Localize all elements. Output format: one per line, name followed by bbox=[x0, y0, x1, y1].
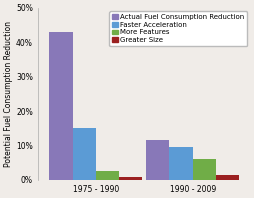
Bar bbox=[192, 159, 215, 180]
Bar bbox=[215, 175, 238, 180]
Bar bbox=[72, 128, 96, 180]
Bar bbox=[119, 177, 142, 180]
Bar bbox=[96, 171, 119, 180]
Bar bbox=[49, 32, 72, 180]
Bar bbox=[169, 147, 192, 180]
Bar bbox=[146, 140, 169, 180]
Y-axis label: Potential Fuel Consumption Reduction: Potential Fuel Consumption Reduction bbox=[4, 21, 13, 167]
Legend: Actual Fuel Consumption Reduction, Faster Acceleration, More Features, Greater S: Actual Fuel Consumption Reduction, Faste… bbox=[109, 11, 246, 46]
